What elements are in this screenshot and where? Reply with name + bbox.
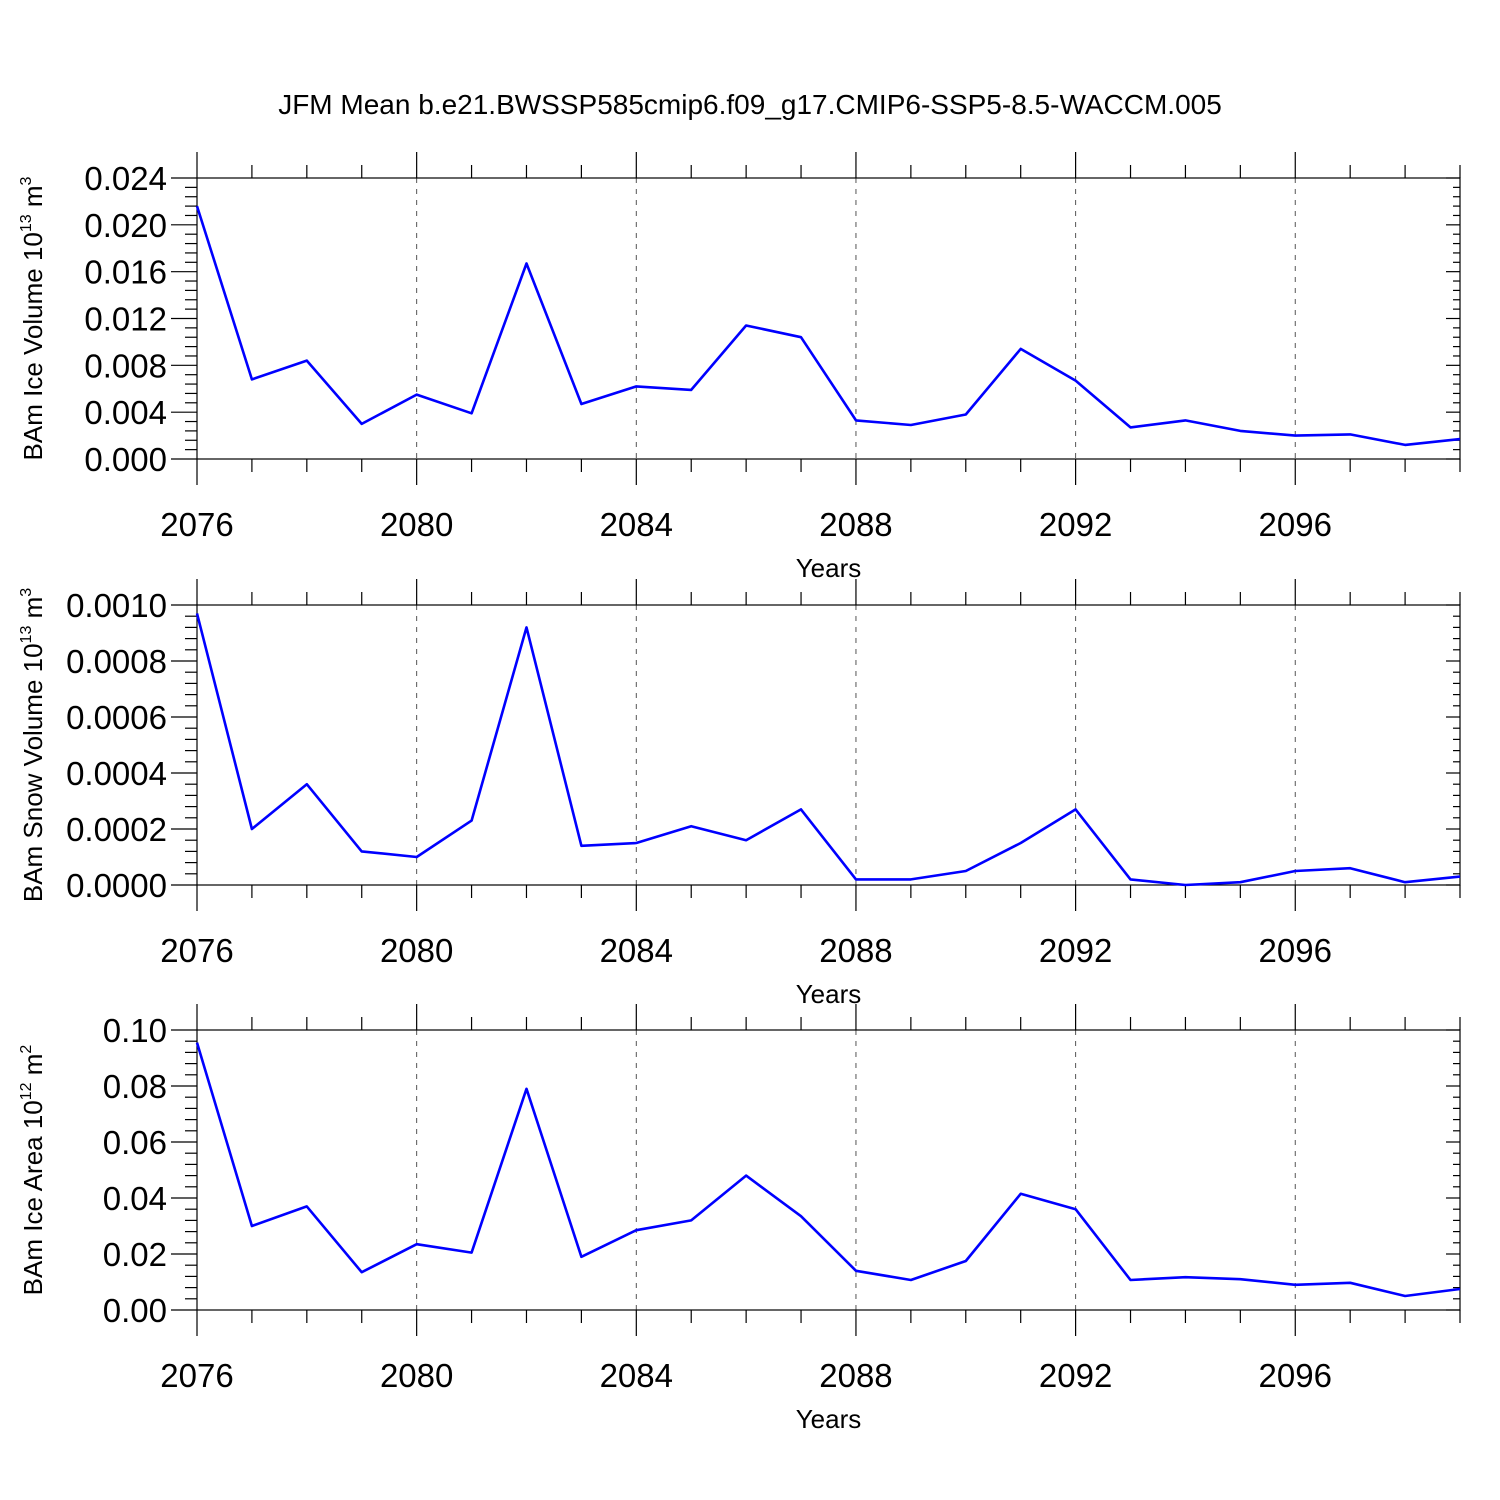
chart-2-plot-frame [196, 604, 1461, 886]
panel-snow-volume: 0.0000 0.0002 0.0004 0.0006 0.0008 0.0010 2076… [18, 579, 1461, 1009]
chart-3-series-line [195, 1042, 1461, 1298]
chart-2-y-axis-label: BAm Snow Volume 1013 m3 [18, 588, 48, 902]
chart-1-y-tick-label-5: 0.020 [84, 207, 167, 244]
chart-2-y-tick-label-0: 0.0000 [66, 867, 167, 904]
chart-3-y-tick-label-4: 0.08 [103, 1068, 167, 1105]
chart-1-y-axis-label-unit-exp: 3 [18, 176, 35, 185]
chart-1-x-tick-label-2084: 2084 [600, 506, 673, 543]
chart-2-x-tick-label-2084: 2084 [600, 932, 673, 969]
chart-2-series-line [195, 613, 1461, 887]
chart-1-x-tick-label-2080: 2080 [380, 506, 453, 543]
chart-2-x-tick-label-2080: 2080 [380, 932, 453, 969]
chart-3-x-tick-label-2084: 2084 [600, 1357, 673, 1394]
chart-3-y-tick-label-3: 0.06 [103, 1124, 167, 1161]
chart-1-plot-frame [196, 177, 1461, 460]
chart-3-y-tick-label-0: 0.00 [103, 1292, 167, 1329]
chart-3-y-tick-label-5: 0.10 [103, 1012, 167, 1049]
chart-1-x-tick-label-2088: 2088 [819, 506, 892, 543]
chart-3-x-tick-label-2080: 2080 [380, 1357, 453, 1394]
chart-1-y-tick-label-2: 0.008 [84, 347, 167, 384]
chart-2-x-tick-label-2092: 2092 [1039, 932, 1112, 969]
chart-3-x-tick-label-2096: 2096 [1259, 1357, 1332, 1394]
chart-2-y-tick-label-3: 0.0006 [66, 699, 167, 736]
chart-3-y-axis-label-unit: m [18, 1054, 48, 1083]
chart-1-y-tick-label-0: 0.000 [84, 441, 167, 478]
chart-2-y-tick-label-1: 0.0002 [66, 811, 167, 848]
chart-1-x-tick-label-2092: 2092 [1039, 506, 1112, 543]
chart-3-y-tick-label-1: 0.02 [103, 1236, 167, 1273]
chart-2-y-axis-label-unit: m [18, 597, 48, 626]
chart-1-y-tick-label-1: 0.004 [84, 394, 167, 431]
chart-1-y-tick-label-3: 0.012 [84, 301, 167, 338]
chart-2-x-tick-label-2088: 2088 [819, 932, 892, 969]
chart-3-y-tick-label-2: 0.04 [103, 1180, 167, 1217]
chart-1-y-axis-label-exp: 13 [18, 214, 35, 232]
chart-3-x-tick-label-2076: 2076 [160, 1357, 233, 1394]
chart-title: JFM Mean b.e21.BWSSP585cmip6.f09_g17.CMI… [278, 89, 1222, 120]
chart-2-y-tick-label-2: 0.0004 [66, 755, 167, 792]
chart-2-y-tick-label-4: 0.0008 [66, 643, 167, 680]
chart-1-y-axis-label: BAm Ice Volume 1013 m3 [18, 176, 48, 460]
chart-2-y-axis-label-unit-exp: 3 [18, 588, 35, 597]
chart-3-x-tick-label-2092: 2092 [1039, 1357, 1112, 1394]
panel-ice-area: 0.00 0.02 0.04 0.06 0.08 0.10 2076 2080 2084 2088… [18, 1004, 1461, 1434]
chart-3-y-axis-label-exp: 12 [18, 1082, 35, 1100]
chart-1-y-axis-label-unit: m [18, 185, 48, 214]
chart-1-series-line [195, 205, 1461, 447]
chart-3-plot-frame [196, 1029, 1461, 1311]
chart-3-y-axis-label-text: BAm Ice Area 10 [18, 1100, 48, 1295]
chart-3-x-axis-label: Years [796, 1404, 862, 1434]
chart-2-x-axis-label: Years [796, 979, 862, 1009]
chart-1-y-tick-label-6: 0.024 [84, 160, 167, 197]
chart-1-x-axis-label: Years [796, 553, 862, 583]
chart-1-y-tick-label-4: 0.016 [84, 254, 167, 291]
chart-1-y-axis-label-text: BAm Ice Volume 10 [18, 232, 48, 460]
chart-2-x-tick-label-2076: 2076 [160, 932, 233, 969]
chart-2-x-tick-label-2096: 2096 [1259, 932, 1332, 969]
panel-ice-volume: 0.000 0.004 0.008 0.012 0.016 0.020 0.024 2076 2… [18, 152, 1461, 583]
chart-3-y-axis-label-unit-exp: 2 [18, 1045, 35, 1054]
chart-1-x-tick-label-2096: 2096 [1259, 506, 1332, 543]
chart-2-y-axis-label-exp: 13 [18, 626, 35, 644]
chart-3-y-axis-label: BAm Ice Area 1012 m2 [18, 1045, 48, 1296]
chart-3-x-tick-label-2088: 2088 [819, 1357, 892, 1394]
chart-2-y-tick-label-5: 0.0010 [66, 587, 167, 624]
chart-2-y-axis-label-text: BAm Snow Volume 10 [18, 643, 48, 902]
chart-1-x-tick-label-2076: 2076 [160, 506, 233, 543]
